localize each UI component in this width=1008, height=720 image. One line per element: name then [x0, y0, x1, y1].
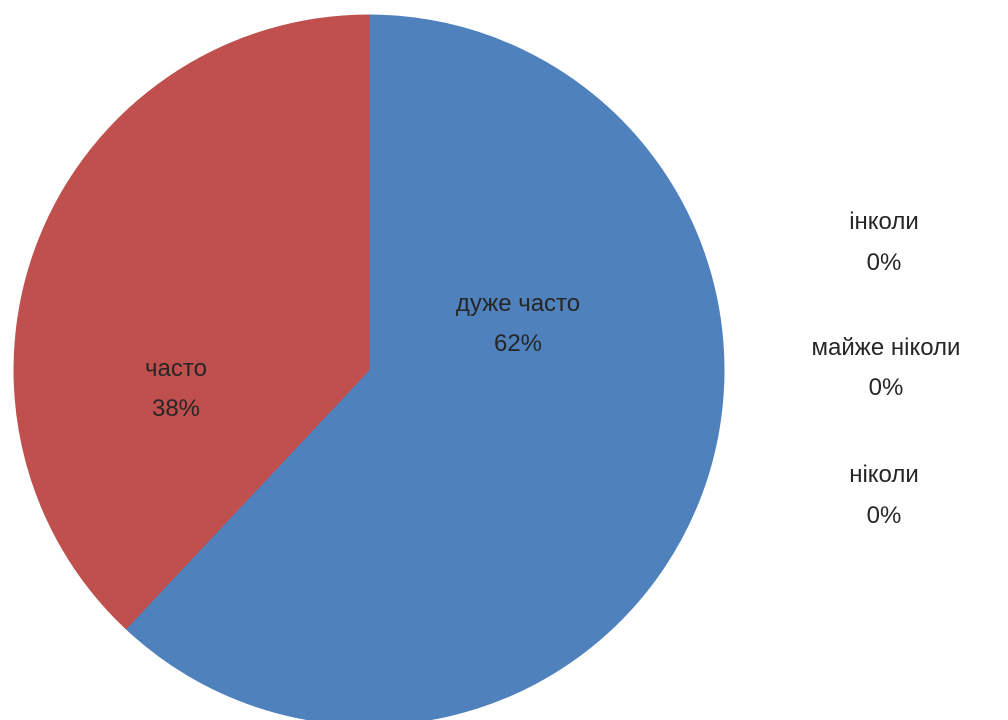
pie-slices	[13, 14, 725, 720]
slice-value-chasto: 38%	[152, 395, 200, 422]
pie-slice-1	[13, 14, 370, 630]
slice-value-nikoly: 0%	[867, 502, 902, 529]
pie-slice-0	[125, 14, 725, 720]
slice-label-inkoly: інколи	[849, 208, 919, 235]
slice-label-nikoly: ніколи	[849, 461, 919, 488]
slice-value-maizhe-nikoly: 0%	[869, 374, 904, 401]
slice-label-duzhe-chasto: дуже часто	[456, 290, 580, 317]
slice-value-duzhe-chasto: 62%	[494, 330, 542, 357]
slice-value-inkoly: 0%	[867, 249, 902, 276]
slice-label-chasto: часто	[145, 355, 207, 382]
slice-label-maizhe-nikoly: майже ніколи	[812, 334, 961, 361]
